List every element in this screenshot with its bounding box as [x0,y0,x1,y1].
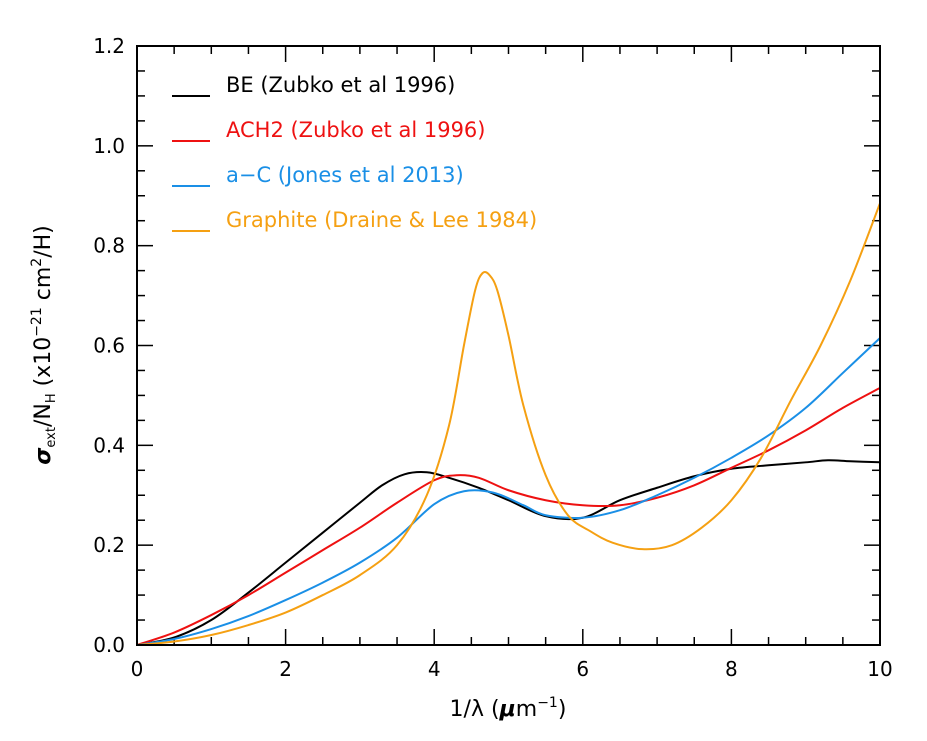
y-tick-label: 1.2 [93,34,125,58]
legend-label: Graphite (Draine & Lee 1984) [226,208,537,232]
y-tick-label: 0.6 [93,334,125,358]
tick-marks [136,45,881,646]
series-line-graphite [136,202,881,646]
y-tick-labels: 0.0 0.2 0.4 0.6 0.8 1.0 1.2 [93,34,125,657]
series-line-be [136,459,881,646]
y-tick-label: 0.8 [93,234,125,258]
legend-label: a−C (Jones et al 2013) [226,163,464,187]
y-axis-label: σext/NH (x10−21 cm2/H) [29,225,59,465]
legend: BE (Zubko et al 1996) ACH2 (Zubko et al 1… [172,73,537,232]
plot-frame [136,45,881,646]
y-tick-label: 0.0 [93,633,125,657]
y-tick-label: 1.0 [93,134,125,158]
y-tick-label: 0.2 [93,533,125,557]
x-tick-label: 6 [576,657,589,681]
x-tick-label: 0 [131,657,144,681]
legend-label: BE (Zubko et al 1996) [226,73,455,97]
x-tick-label: 10 [867,657,892,681]
x-tick-labels: 0 2 4 6 8 10 [131,657,893,681]
x-tick-label: 4 [428,657,441,681]
x-axis-label: 1/λ (μm−1) [450,695,567,722]
y-tick-label: 0.4 [93,433,125,457]
series-lines [136,202,881,646]
series-line-ach2 [136,387,881,646]
legend-label: ACH2 (Zubko et al 1996) [226,118,486,142]
x-tick-label: 2 [279,657,292,681]
series-line-a-c [136,337,881,646]
x-tick-label: 8 [725,657,738,681]
